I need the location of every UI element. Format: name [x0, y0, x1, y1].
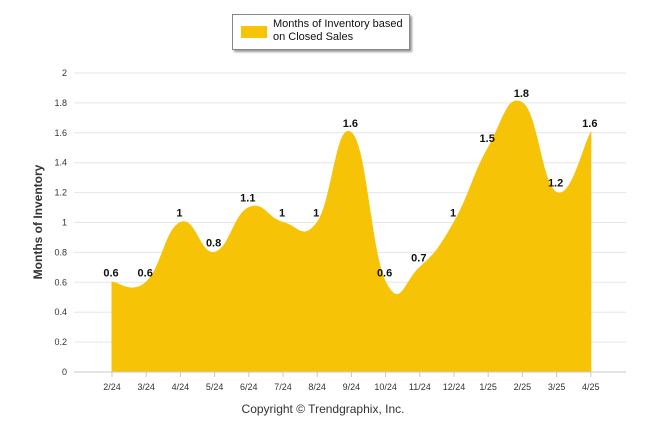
data-label: 1 [313, 208, 319, 220]
x-tick-label: 8/24 [308, 382, 326, 392]
y-tick-label: 0.2 [54, 337, 67, 347]
x-tick-label: 11/24 [409, 382, 431, 392]
y-tick-label: 1.2 [54, 188, 67, 198]
x-tick-label: 2/25 [514, 382, 532, 392]
data-label: 0.6 [377, 267, 392, 279]
y-tick-label: 0.4 [54, 307, 67, 317]
y-tick-label: 0.8 [54, 247, 67, 257]
x-tick-label: 12/24 [443, 382, 466, 392]
series-area [111, 100, 592, 373]
data-label: 0.6 [138, 267, 153, 279]
y-tick-label: 1.6 [54, 128, 67, 138]
x-tick-label: 4/25 [582, 382, 600, 392]
x-tick-label: 3/25 [548, 382, 566, 392]
x-tick-label: 4/24 [172, 382, 190, 392]
data-label: 1 [279, 208, 285, 220]
data-label: 0.8 [206, 237, 221, 249]
data-label: 0.7 [411, 252, 426, 264]
x-tick-label: 10/24 [374, 382, 397, 392]
copyright-text: Copyright © Trendgraphix, Inc. [241, 402, 405, 416]
y-axis-ticks: 0 0.2 0.4 0.6 0.8 1 1.2 1.4 1.6 1.8 2 [54, 68, 67, 377]
x-tick-label: 6/24 [240, 382, 258, 392]
x-axis-ticks: 2/24 3/24 4/24 5/24 6/24 7/24 8/24 9/24 10/24 11/… [103, 372, 600, 392]
data-label: 0.6 [103, 267, 118, 279]
legend: Months of Inventory based on Closed Sale… [232, 14, 410, 50]
x-tick-label: 2/24 [103, 382, 121, 392]
x-tick-label: 5/24 [206, 382, 224, 392]
y-axis-title: Months of Inventory [31, 164, 45, 279]
data-label: 1 [450, 208, 456, 220]
data-label: 1.5 [480, 133, 495, 145]
y-tick-label: 0 [62, 367, 67, 377]
x-tick-label: 1/25 [479, 382, 497, 392]
data-labels: 0.6 0.6 1 0.8 1.1 1 1 1.6 0.6 0.7 1 1.5 1.8 1.2 1.6 [103, 88, 597, 279]
y-tick-label: 0.6 [54, 277, 67, 287]
x-tick-label: 9/24 [343, 382, 361, 392]
data-label: 1.6 [343, 118, 358, 130]
data-label: 1.6 [582, 118, 597, 130]
data-label: 1 [176, 208, 182, 220]
legend-swatch [241, 26, 267, 38]
y-tick-label: 1.4 [54, 158, 67, 168]
x-tick-label: 7/24 [274, 382, 292, 392]
data-label: 1.8 [514, 88, 529, 100]
legend-label: Months of Inventory based on Closed Sale… [273, 18, 403, 43]
x-tick-label: 3/24 [137, 382, 155, 392]
data-label: 1.2 [548, 178, 563, 190]
data-label: 1.1 [240, 193, 255, 205]
y-tick-label: 1.8 [54, 98, 67, 108]
y-tick-label: 2 [62, 68, 67, 78]
y-tick-label: 1 [62, 218, 67, 228]
